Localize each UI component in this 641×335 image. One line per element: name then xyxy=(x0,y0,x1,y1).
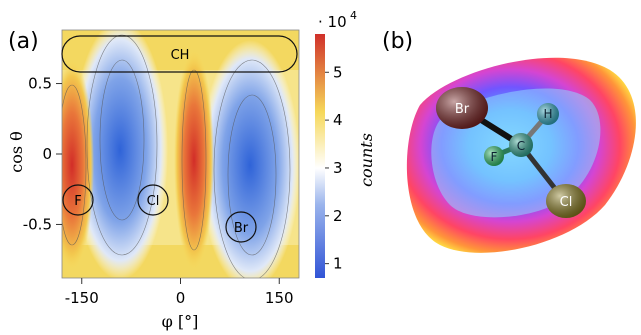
colorbar-ticks: 5 4 3 2 1 xyxy=(325,63,343,273)
colorbar-multiplier: · 10 xyxy=(318,13,347,31)
y-axis-label: cos θ xyxy=(7,131,26,173)
colorbar xyxy=(315,34,325,278)
f-label: F xyxy=(74,194,81,209)
colorbar-tick-label: 1 xyxy=(333,255,343,273)
colorbar-label: counts xyxy=(357,133,376,187)
ch-label: CH xyxy=(171,48,190,63)
blue-region-left xyxy=(72,30,168,278)
x-tick-label: 0 xyxy=(176,289,186,307)
cl-region-outline xyxy=(137,184,169,216)
atom-f: F xyxy=(484,146,504,166)
colorbar-tick-label: 2 xyxy=(333,207,343,225)
red-region-left xyxy=(62,60,94,270)
y-tick-label: -0.5 xyxy=(23,215,52,233)
blue-region-right xyxy=(200,40,299,278)
colorbar-tick-label: 5 xyxy=(333,63,343,81)
panel-b-label: (b) xyxy=(382,29,413,54)
atom-h-label: H xyxy=(543,107,552,121)
atom-cl: Cl xyxy=(546,184,586,218)
atom-f-label: F xyxy=(491,150,498,164)
x-tick-label: -150 xyxy=(65,289,99,307)
atom-h: H xyxy=(537,103,559,125)
heatmap xyxy=(62,30,299,278)
x-axis-ticks: -150 0 150 xyxy=(65,278,294,307)
panel-a-label: (a) xyxy=(8,29,39,54)
ch-region-outline xyxy=(61,35,298,73)
f-region-outline xyxy=(62,184,94,216)
colorbar-tick-label: 4 xyxy=(333,111,343,129)
cl-label: Cl xyxy=(147,194,160,209)
red-region-center xyxy=(174,50,214,270)
atom-c-label: C xyxy=(517,139,525,153)
contour-lines xyxy=(62,34,291,278)
atom-cl-label: Cl xyxy=(560,195,573,210)
atom-br: Br xyxy=(436,87,488,129)
atom-br-label: Br xyxy=(455,102,470,117)
colorbar-exponent: 4 xyxy=(350,9,357,22)
y-axis-ticks: 0.5 0 -0.5 xyxy=(23,75,62,233)
colorbar-tick-label: 3 xyxy=(333,159,343,177)
atom-c: C xyxy=(509,133,533,157)
y-tick-label: 0 xyxy=(42,145,52,163)
y-tick-label: 0.5 xyxy=(28,75,52,93)
br-region-outline xyxy=(225,211,257,243)
br-label: Br xyxy=(234,221,249,236)
x-axis-label: φ [°] xyxy=(162,312,199,331)
x-tick-label: 150 xyxy=(265,289,294,307)
